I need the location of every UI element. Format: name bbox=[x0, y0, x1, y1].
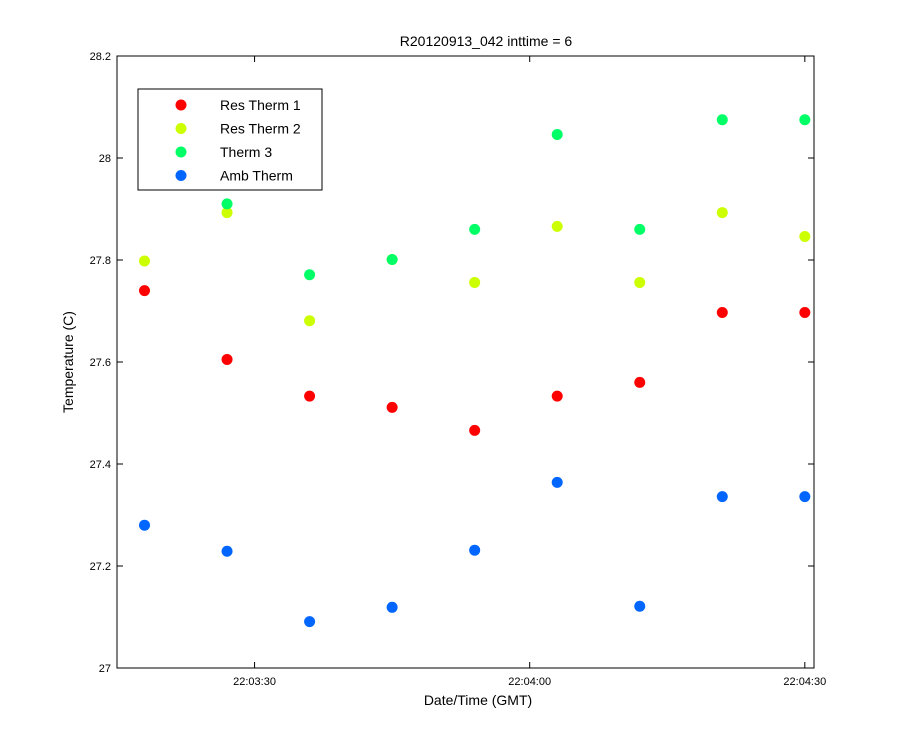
data-point-res-therm-1 bbox=[799, 307, 811, 319]
x-tick-label: 22:03:30 bbox=[233, 676, 276, 688]
data-point-therm-3 bbox=[551, 129, 563, 141]
x-tick-label: 22:04:30 bbox=[783, 676, 826, 688]
data-point-amb-therm bbox=[221, 545, 233, 557]
data-point-res-therm-1 bbox=[386, 401, 398, 413]
y-tick-label: 28 bbox=[99, 153, 111, 165]
data-point-res-therm-2 bbox=[799, 231, 811, 243]
legend-label-therm-3: Therm 3 bbox=[220, 144, 272, 160]
legend: Res Therm 1 Res Therm 2 Therm 3 Amb Therm bbox=[137, 88, 323, 191]
data-point-therm-3 bbox=[716, 114, 728, 126]
data-point-therm-3 bbox=[304, 269, 316, 281]
data-point-therm-3 bbox=[799, 114, 811, 126]
y-tick-label: 27.6 bbox=[90, 357, 111, 369]
data-point-res-therm-1 bbox=[634, 376, 646, 388]
data-point-res-therm-2 bbox=[469, 276, 481, 288]
data-point-res-therm-2 bbox=[634, 276, 646, 288]
data-point-res-therm-1 bbox=[221, 353, 233, 365]
data-point-amb-therm bbox=[634, 600, 646, 612]
data-point-therm-3 bbox=[634, 223, 646, 235]
legend-label-res-therm-1: Res Therm 1 bbox=[220, 97, 301, 113]
data-point-therm-3 bbox=[386, 253, 398, 265]
data-point-res-therm-1 bbox=[139, 285, 151, 297]
legend-marker-therm-3 bbox=[175, 146, 187, 158]
data-point-therm-3 bbox=[469, 223, 481, 235]
data-point-amb-therm bbox=[386, 601, 398, 613]
data-point-therm-3 bbox=[221, 198, 233, 210]
y-tick-label: 27.8 bbox=[90, 255, 111, 267]
data-point-amb-therm bbox=[799, 491, 811, 503]
data-point-res-therm-2 bbox=[221, 207, 233, 219]
legend-marker-res-therm-2 bbox=[175, 123, 187, 134]
x-axis-label: Date/Time (GMT) bbox=[424, 692, 532, 708]
y-tick-label: 27 bbox=[99, 663, 111, 675]
data-point-amb-therm bbox=[139, 519, 151, 531]
data-point-amb-therm bbox=[716, 491, 728, 503]
data-point-res-therm-2 bbox=[304, 315, 316, 327]
y-tick-label: 28.2 bbox=[90, 51, 111, 63]
data-point-res-therm-1 bbox=[716, 307, 728, 319]
axis-ticks: 27 27.2 27.4 27.6 27.8 28 28.2 22:03:30 22:04:00… bbox=[90, 51, 827, 688]
data-point-res-therm-2 bbox=[551, 220, 563, 232]
legend-box bbox=[137, 88, 323, 191]
data-point-res-therm-1 bbox=[551, 390, 563, 402]
data-point-amb-therm bbox=[469, 544, 481, 556]
legend-label-res-therm-2: Res Therm 2 bbox=[220, 121, 301, 137]
y-tick-label: 27.4 bbox=[90, 459, 111, 471]
data-point-amb-therm bbox=[304, 616, 316, 628]
chart-title: R20120913_042 inttime = 6 bbox=[400, 33, 573, 49]
data-point-res-therm-1 bbox=[469, 424, 481, 436]
legend-marker-res-therm-1 bbox=[175, 99, 187, 111]
data-point-res-therm-2 bbox=[139, 255, 151, 267]
y-tick-label: 27.2 bbox=[90, 561, 111, 573]
data-point-res-therm-1 bbox=[304, 390, 316, 402]
legend-marker-amb-therm bbox=[175, 170, 187, 181]
data-point-amb-therm bbox=[551, 476, 563, 488]
y-axis-label: Temperature (C) bbox=[60, 311, 76, 413]
data-point-res-therm-2 bbox=[716, 207, 728, 219]
x-tick-label: 22:04:00 bbox=[508, 676, 551, 688]
legend-label-amb-therm: Amb Therm bbox=[220, 168, 293, 184]
